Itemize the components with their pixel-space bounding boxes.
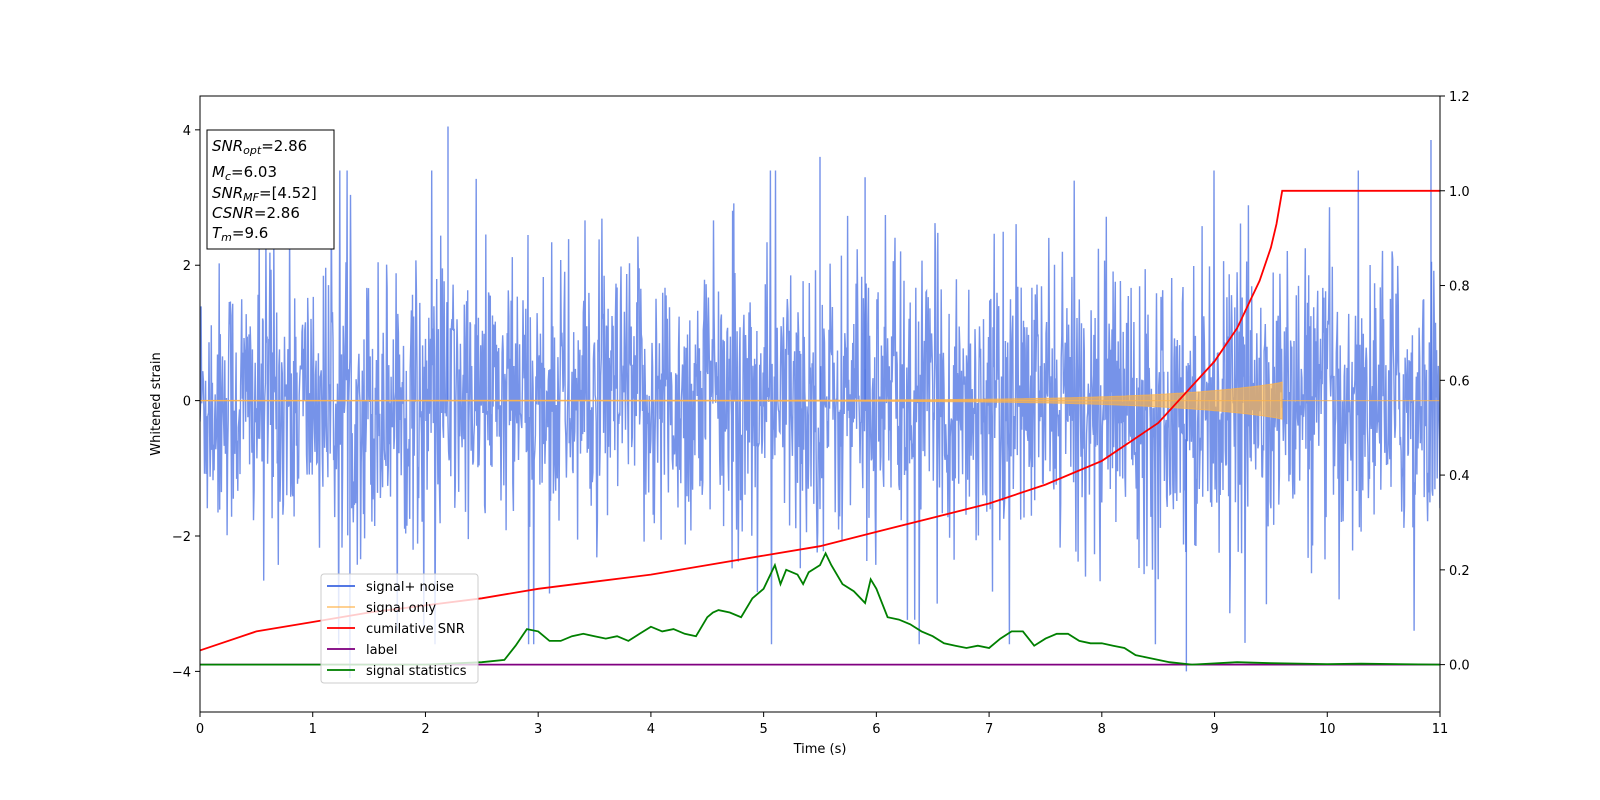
- x-axis-label: Time (s): [793, 742, 847, 757]
- y-tick-label-left: 0: [183, 395, 191, 410]
- y-tick-label-left: −4: [172, 665, 191, 680]
- x-tick-label: 8: [1098, 722, 1106, 737]
- y-axis-label: Whitened strain: [149, 352, 164, 455]
- axes-frame: [199, 95, 1441, 713]
- x-tick-label: 1: [309, 722, 317, 737]
- x-tick-label: 0: [196, 722, 204, 737]
- x-ticks: 0 1 2 3 4 5 6 7 8 9 10 11: [196, 712, 1448, 737]
- legend-label: label: [366, 643, 397, 658]
- y-tick-label-right: 1.2: [1449, 90, 1470, 105]
- y-tick-label-right: 1.0: [1449, 185, 1470, 200]
- x-tick-label: 2: [421, 722, 429, 737]
- x-tick-label: 7: [985, 722, 993, 737]
- y-tick-label-right: 0.0: [1449, 659, 1470, 674]
- y-tick-label-left: 4: [183, 124, 191, 139]
- y-tick-label-right: 0.6: [1449, 374, 1470, 389]
- annotation-line: SNRopt=2.86: [212, 137, 307, 157]
- y-tick-label-left: −2: [172, 530, 191, 545]
- y-tick-label-right: 0.8: [1449, 280, 1470, 295]
- series-signal-statistics: [200, 551, 1440, 666]
- annotation-line: Mc=6.03: [212, 163, 277, 183]
- x-tick-label: 5: [759, 722, 767, 737]
- y-tick-label-left: 2: [183, 259, 191, 274]
- annotation-line: CSNR=2.86: [212, 204, 300, 222]
- x-tick-label: 10: [1319, 722, 1336, 737]
- x-tick-label: 3: [534, 722, 542, 737]
- x-tick-label: 4: [647, 722, 655, 737]
- annotation-line: SNRMF=[4.52]: [212, 184, 317, 204]
- legend-label: signal+ noise: [366, 580, 454, 595]
- annotation-frame: [206, 129, 335, 250]
- y-ticks-right: 0.0 0.2 0.4 0.6 0.8 1.0 1.2: [1440, 90, 1470, 674]
- legend: signal+ noise signal only cumilative SNR la…: [320, 573, 479, 684]
- y-tick-label-right: 0.4: [1449, 469, 1470, 484]
- y-ticks-left: −4 −2 0 2 4: [172, 124, 200, 680]
- legend-label: cumilative SNR: [366, 622, 465, 637]
- legend-label: signal statistics: [366, 664, 467, 679]
- y-tick-label-right: 0.2: [1449, 564, 1470, 579]
- legend-label: signal only: [366, 601, 436, 616]
- x-tick-label: 11: [1432, 722, 1449, 737]
- legend-frame: [320, 573, 479, 684]
- x-tick-label: 9: [1210, 722, 1218, 737]
- x-tick-label: 6: [872, 722, 880, 737]
- annotation-line: Tm=9.6: [212, 224, 268, 244]
